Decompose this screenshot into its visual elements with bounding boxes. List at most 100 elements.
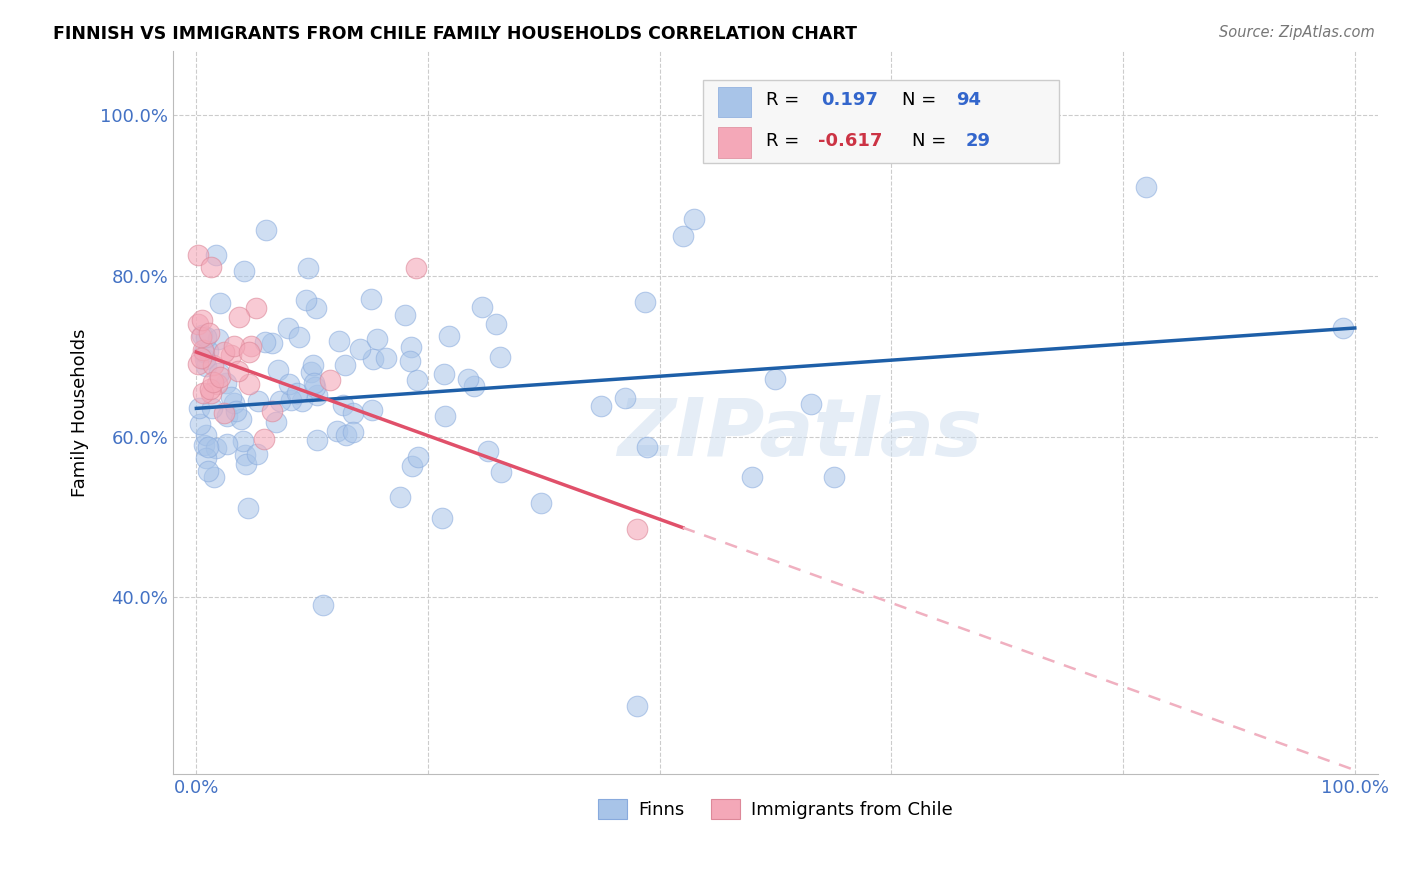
Point: [209, 296, 232, 310]
Point: [202, 470, 225, 484]
Point: [434, 409, 457, 423]
Point: [197, 464, 219, 478]
Point: [200, 260, 222, 275]
Point: [205, 441, 228, 455]
Point: [485, 317, 508, 331]
Point: [197, 344, 219, 359]
Point: [683, 212, 706, 227]
Point: [193, 344, 215, 359]
Point: [238, 344, 260, 359]
Point: [333, 358, 356, 372]
Point: [236, 501, 259, 516]
Point: [187, 357, 209, 371]
Point: [1331, 321, 1354, 335]
Point: [401, 459, 423, 474]
Point: [212, 405, 235, 419]
Point: [201, 401, 224, 415]
Point: [439, 329, 461, 343]
Point: [457, 372, 479, 386]
Text: N =: N =: [911, 132, 946, 150]
Point: [342, 406, 364, 420]
Point: [269, 394, 291, 409]
Point: [335, 428, 357, 442]
Point: [342, 425, 364, 440]
Point: [374, 351, 396, 366]
Point: [222, 396, 245, 410]
Point: [194, 330, 217, 344]
Point: [240, 339, 263, 353]
Point: [266, 415, 288, 429]
Point: [226, 363, 249, 377]
Point: [245, 301, 267, 316]
Text: FINNISH VS IMMIGRANTS FROM CHILE FAMILY HOUSEHOLDS CORRELATION CHART: FINNISH VS IMMIGRANTS FROM CHILE FAMILY …: [53, 25, 858, 43]
Point: [215, 437, 238, 451]
Point: [219, 390, 242, 404]
Text: -0.617: -0.617: [818, 132, 882, 150]
Point: [260, 335, 283, 350]
Point: [326, 424, 349, 438]
Point: [198, 382, 221, 396]
Point: [477, 443, 499, 458]
Point: [246, 394, 269, 409]
Point: [302, 376, 325, 390]
Point: [219, 348, 242, 362]
Point: [260, 404, 283, 418]
FancyBboxPatch shape: [717, 87, 751, 117]
Point: [471, 300, 494, 314]
Point: [299, 365, 322, 379]
Point: [304, 301, 326, 316]
Point: [401, 340, 423, 354]
Point: [366, 332, 388, 346]
Point: [233, 449, 256, 463]
Text: Source: ZipAtlas.com: Source: ZipAtlas.com: [1219, 25, 1375, 40]
Point: [763, 372, 786, 386]
Point: [530, 496, 553, 510]
Point: [399, 354, 422, 368]
Point: [200, 385, 222, 400]
Point: [212, 345, 235, 359]
Point: [433, 367, 456, 381]
Point: [319, 373, 342, 387]
FancyBboxPatch shape: [703, 79, 1059, 163]
Point: [207, 332, 229, 346]
Point: [197, 441, 219, 455]
Point: [405, 260, 427, 275]
Point: [626, 522, 648, 536]
Point: [290, 394, 312, 409]
Point: [238, 377, 260, 392]
Point: [233, 264, 256, 278]
Point: [634, 295, 657, 310]
Point: [186, 317, 208, 331]
Point: [278, 376, 301, 391]
Point: [1135, 180, 1157, 194]
Point: [406, 450, 429, 464]
Point: [349, 342, 371, 356]
Point: [938, 92, 960, 106]
Point: [225, 404, 247, 418]
FancyBboxPatch shape: [717, 128, 751, 158]
Point: [267, 363, 290, 377]
Point: [361, 352, 384, 367]
Point: [360, 292, 382, 306]
Y-axis label: Family Households: Family Households: [72, 328, 89, 497]
Point: [287, 329, 309, 343]
Point: [187, 401, 209, 415]
Point: [489, 350, 512, 364]
Point: [193, 438, 215, 452]
Point: [741, 469, 763, 483]
Point: [207, 376, 229, 391]
Point: [304, 380, 326, 394]
Point: [194, 451, 217, 466]
Point: [285, 385, 308, 400]
Point: [195, 427, 218, 442]
Point: [305, 388, 328, 402]
Point: [190, 330, 212, 344]
Point: [312, 598, 335, 612]
Point: [195, 359, 218, 374]
Point: [394, 308, 416, 322]
Point: [406, 373, 429, 387]
Point: [636, 440, 658, 454]
Point: [295, 293, 318, 307]
Point: [361, 402, 384, 417]
Point: [280, 392, 302, 407]
